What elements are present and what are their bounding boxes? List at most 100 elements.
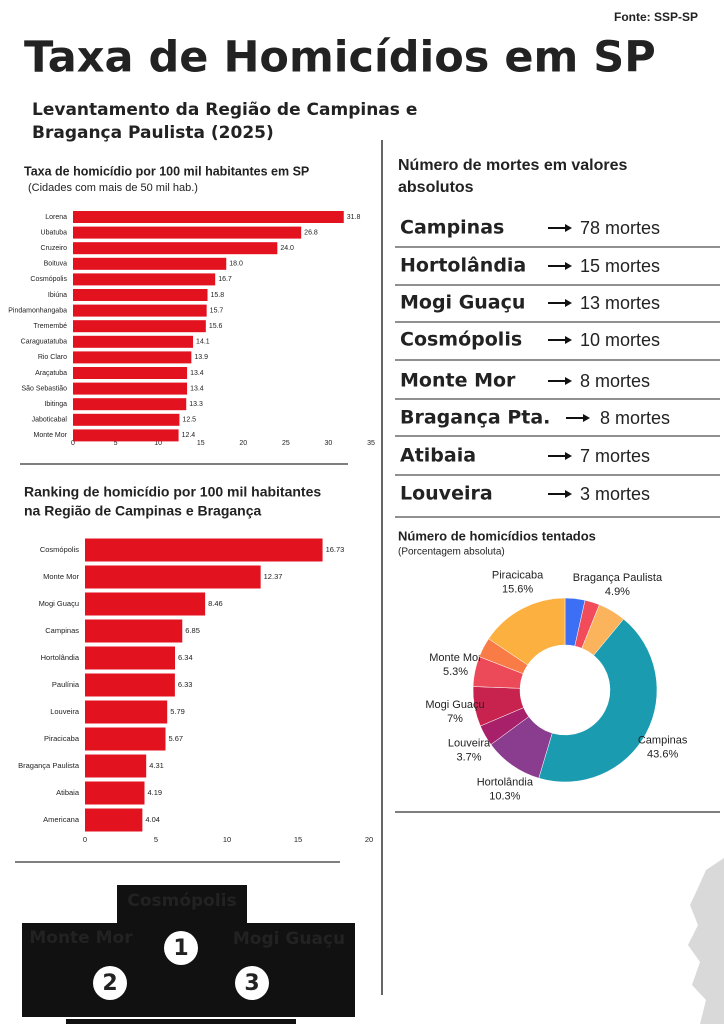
slice-value: 5.3% [443, 666, 468, 678]
slice-label: Monte Mor [429, 652, 482, 664]
value-label: 13.4 [190, 370, 204, 377]
decoration [688, 858, 724, 1024]
category-label: Paulínia [52, 680, 80, 689]
bar [85, 565, 261, 589]
page-subtitle: Bragança Paulista (2025) [32, 123, 274, 143]
city-name: Louveira [400, 483, 493, 505]
x-tick-label: 5 [154, 835, 158, 844]
x-tick-label: 0 [71, 440, 75, 447]
bar [85, 619, 183, 643]
x-tick-label: 0 [83, 835, 87, 844]
list-title: absolutos [398, 179, 474, 196]
bar [85, 700, 168, 724]
bar [73, 382, 188, 395]
bar [73, 242, 278, 255]
bar [73, 429, 179, 442]
slice-value: 15.6% [502, 583, 533, 595]
category-label: Ibiúna [48, 292, 67, 299]
city-name: Campinas [400, 217, 504, 239]
slice-value: 3.7% [456, 751, 481, 763]
podium-city: Monte Mor [29, 928, 133, 948]
bar [73, 351, 192, 364]
category-label: Atibaia [56, 788, 80, 797]
value-label: 26.8 [304, 229, 318, 236]
slice-label: Campinas [638, 734, 688, 746]
death-count: 8 mortes [580, 371, 650, 391]
slice-value: 10.3% [489, 791, 520, 803]
arrow-head [565, 224, 572, 232]
category-label: Louveira [50, 707, 80, 716]
category-label: Bragança Paulista [18, 761, 80, 770]
slice-label: Louveira [448, 737, 491, 749]
place-circle [235, 966, 269, 1000]
value-label: 13.9 [194, 354, 208, 361]
value-label: 24.0 [280, 245, 294, 252]
value-label: 6.34 [178, 653, 193, 662]
page-subtitle: Levantamento da Região de Campinas e [32, 100, 417, 120]
x-tick-label: 35 [367, 440, 375, 447]
chart-title: Taxa de homicídio por 100 mil habitantes… [24, 164, 309, 178]
x-tick-label: 15 [197, 440, 205, 447]
chart-title: na Região de Campinas e Bragança [24, 503, 262, 519]
value-label: 5.67 [169, 734, 184, 743]
category-label: Pindamonhangaba [8, 307, 67, 314]
category-label: Araçatuba [35, 370, 67, 377]
value-label: 16.73 [326, 545, 345, 554]
podium-base [66, 1019, 296, 1024]
podium-city: Cosmópolis [127, 891, 236, 911]
x-tick-label: 20 [365, 835, 373, 844]
category-label: Rio Claro [38, 354, 67, 361]
bar [73, 367, 188, 379]
slice-label: Bragança Paulista [573, 572, 663, 584]
death-count: 15 mortes [580, 256, 660, 276]
value-label: 12.4 [182, 432, 196, 439]
city-name: Bragança Pta. [400, 407, 550, 429]
category-label: Americana [43, 815, 80, 824]
bar [73, 398, 187, 411]
bar [73, 211, 344, 223]
city-name: Hortolândia [400, 255, 526, 277]
x-tick-label: 10 [154, 440, 162, 447]
slice-value: 43.6% [647, 748, 678, 760]
chart-title: Número de homicídios tentados [398, 528, 596, 543]
category-label: Ibitinga [44, 401, 67, 408]
podium-city: Mogi Guaçu [233, 929, 345, 949]
death-count: 13 mortes [580, 293, 660, 313]
list-title: Número de mortes em valores [398, 157, 628, 174]
category-label: Monte Mor [34, 432, 68, 439]
value-label: 6.33 [178, 680, 193, 689]
category-label: Ubatuba [41, 229, 68, 236]
x-tick-label: 15 [294, 835, 302, 844]
category-label: Monte Mor [43, 572, 79, 581]
category-label: São Sebastião [21, 385, 67, 392]
value-label: 12.5 [182, 417, 196, 424]
death-count: 78 mortes [580, 218, 660, 238]
bar [73, 226, 302, 239]
value-label: 6.85 [185, 626, 200, 635]
category-label: Caraguatatuba [21, 339, 67, 346]
value-label: 12.37 [264, 572, 283, 581]
value-label: 15.6 [209, 323, 223, 330]
value-label: 5.79 [170, 707, 185, 716]
page-title: Taxa de Homicídios em SP [24, 33, 656, 83]
bar [85, 808, 143, 832]
death-count: 3 mortes [580, 484, 650, 504]
chart-title: (Cidades com mais de 50 mil hab.) [28, 182, 198, 194]
death-count: 7 mortes [580, 446, 650, 466]
arrow-head [565, 452, 572, 460]
slice-label: Mogi Guaçu [425, 699, 484, 711]
bar [85, 538, 323, 562]
podium-place: 3 [244, 971, 259, 996]
x-tick-label: 25 [282, 440, 290, 447]
value-label: 14.1 [196, 339, 210, 346]
bar [73, 257, 227, 270]
value-label: 31.8 [347, 214, 361, 221]
value-label: 8.46 [208, 599, 223, 608]
category-label: Cruzeiro [41, 245, 68, 252]
category-label: Lorena [45, 214, 67, 221]
bar [85, 592, 206, 616]
bar [73, 289, 208, 301]
arrow-head [565, 262, 572, 270]
death-count: 8 mortes [600, 408, 670, 428]
value-label: 18.0 [229, 261, 243, 268]
